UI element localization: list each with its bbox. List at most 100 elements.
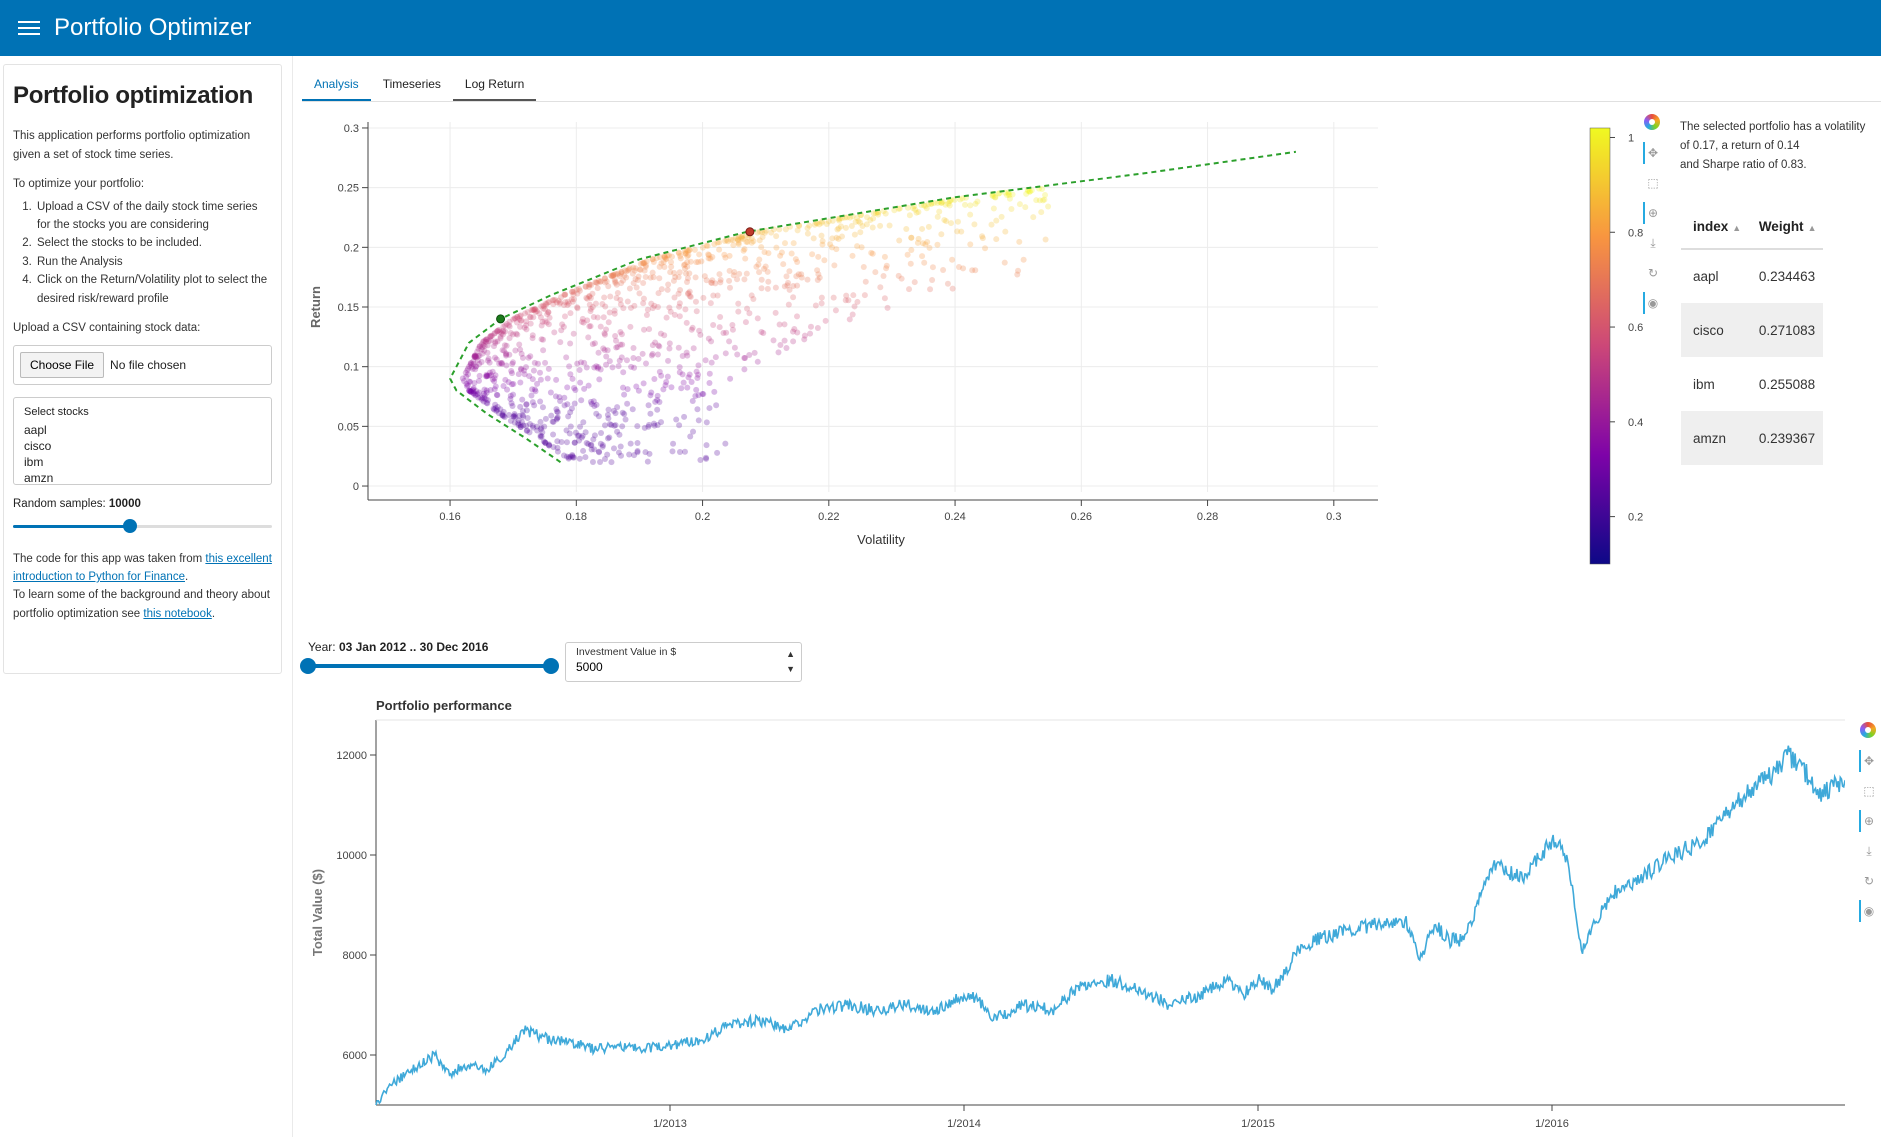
sample-point (741, 276, 748, 283)
sample-point (816, 274, 823, 281)
sample-point (911, 279, 918, 286)
sample-point (647, 392, 654, 399)
box-zoom-icon[interactable]: ⬚ (1647, 176, 1659, 190)
sample-point (554, 444, 561, 451)
investment-stepper[interactable]: ▲ ▼ (786, 647, 795, 677)
bokeh-logo-icon[interactable] (1644, 114, 1660, 130)
sample-point (468, 388, 475, 395)
year-range-end-handle[interactable] (543, 658, 559, 674)
sample-point (577, 379, 584, 386)
investment-input[interactable] (576, 660, 746, 674)
box-zoom-icon[interactable]: ⬚ (1863, 784, 1875, 798)
sample-point (710, 292, 717, 299)
x-axis-label: Volatility (857, 532, 905, 547)
weights-header-index[interactable]: index ▲ (1681, 205, 1747, 250)
sample-point (670, 440, 677, 447)
sample-point (854, 243, 861, 250)
reset-icon[interactable]: ↻ (1863, 874, 1875, 888)
save-icon[interactable]: ⤓ (1866, 844, 1872, 858)
sample-point (870, 215, 877, 222)
wheel-zoom-icon[interactable]: ⊕ (1859, 810, 1877, 832)
file-status: No file chosen (110, 357, 187, 372)
sample-point (714, 239, 721, 246)
sample-point (632, 265, 639, 272)
stock-option-cisco[interactable]: cisco (24, 438, 52, 453)
sample-point (560, 452, 567, 459)
sample-point (515, 421, 522, 428)
sample-point (517, 403, 524, 410)
sort-icon[interactable]: ▲ (1732, 223, 1742, 233)
sample-point (601, 347, 608, 354)
sample-point (656, 343, 663, 350)
sample-point (569, 298, 576, 305)
table-row[interactable]: cisco 0.271083 (1681, 303, 1823, 357)
stocks-multiselect[interactable]: Select stocks aapl cisco ibm amzn (13, 397, 272, 486)
sample-point (517, 323, 524, 330)
sample-point (501, 342, 508, 349)
table-row[interactable]: aapl 0.234463 (1693, 269, 1816, 284)
sample-point (589, 303, 596, 310)
hover-tool-icon[interactable]: ◉ (1859, 900, 1877, 922)
table-row[interactable]: ibm 0.255088 (1693, 376, 1816, 392)
sample-point (941, 217, 948, 224)
stock-option-ibm[interactable]: ibm (24, 454, 44, 469)
menu-icon[interactable] (18, 21, 40, 35)
sample-point (487, 332, 494, 339)
pan-tool-icon[interactable]: ✥ (1643, 142, 1661, 164)
sample-point (684, 290, 691, 297)
sample-point (814, 277, 821, 284)
sample-point (521, 324, 528, 331)
sample-point (558, 438, 565, 445)
samples-slider[interactable] (13, 516, 272, 536)
increment-icon[interactable]: ▲ (786, 649, 795, 659)
sample-point (620, 369, 627, 376)
table-row[interactable]: amzn 0.239367 (1681, 411, 1823, 465)
python-finance-link[interactable]: this excellent introduction to Python fo… (13, 552, 272, 584)
notebook-link[interactable]: this notebook (143, 607, 212, 620)
sample-point (550, 418, 557, 425)
year-range-slider[interactable] (300, 656, 559, 676)
sort-icon[interactable]: ▲ (1807, 223, 1817, 233)
bokeh-logo-icon[interactable] (1860, 722, 1876, 738)
sample-point (934, 213, 941, 220)
save-icon[interactable]: ⤓ (1650, 236, 1656, 250)
tab-analysis[interactable]: Analysis (302, 66, 371, 101)
sample-point (570, 454, 577, 461)
sample-point (992, 194, 999, 201)
sample-point (500, 323, 507, 330)
sample-point (778, 249, 785, 256)
sample-point (716, 271, 723, 278)
reset-icon[interactable]: ↻ (1647, 266, 1659, 280)
sample-point (598, 278, 605, 285)
sample-point (751, 349, 758, 356)
stock-option-aapl[interactable]: aapl (24, 422, 47, 437)
sample-point (482, 396, 489, 403)
sample-point (729, 326, 736, 333)
wheel-zoom-icon[interactable]: ⊕ (1643, 202, 1661, 224)
sample-point (642, 274, 649, 281)
hover-tool-icon[interactable]: ◉ (1643, 292, 1661, 314)
sample-point (687, 433, 694, 440)
sample-point (594, 285, 601, 292)
sample-point (777, 342, 784, 349)
year-range-start-handle[interactable] (300, 658, 316, 674)
sample-point (649, 342, 656, 349)
stock-option-amzn[interactable]: amzn (24, 470, 54, 485)
sample-point (636, 266, 643, 273)
sample-point (464, 367, 471, 374)
sample-point (630, 354, 637, 361)
samples-slider-handle[interactable] (122, 518, 137, 533)
sample-point (908, 234, 915, 241)
weights-header-weight[interactable]: Weight ▲ (1746, 205, 1823, 250)
volatility-return-chart[interactable]: 0.16 0.18 0.2 0.22 0.24 0.26 0.28 0.3 Volatility… (300, 108, 1645, 633)
sample-point (830, 294, 837, 301)
sidebar: Portfolio optimization This application … (3, 64, 282, 674)
decrement-icon[interactable]: ▼ (786, 664, 795, 674)
portfolio-performance-chart[interactable]: Portfolio performance 6000 8000 10000 12000 1… (300, 690, 1845, 1135)
tab-log-return[interactable]: Log Return (452, 66, 537, 101)
tab-timeseries[interactable]: Timeseries (382, 77, 441, 91)
sample-point (705, 255, 712, 262)
choose-file-button[interactable]: Choose File (20, 352, 105, 379)
pan-tool-icon[interactable]: ✥ (1859, 750, 1877, 772)
sample-point (595, 413, 602, 420)
